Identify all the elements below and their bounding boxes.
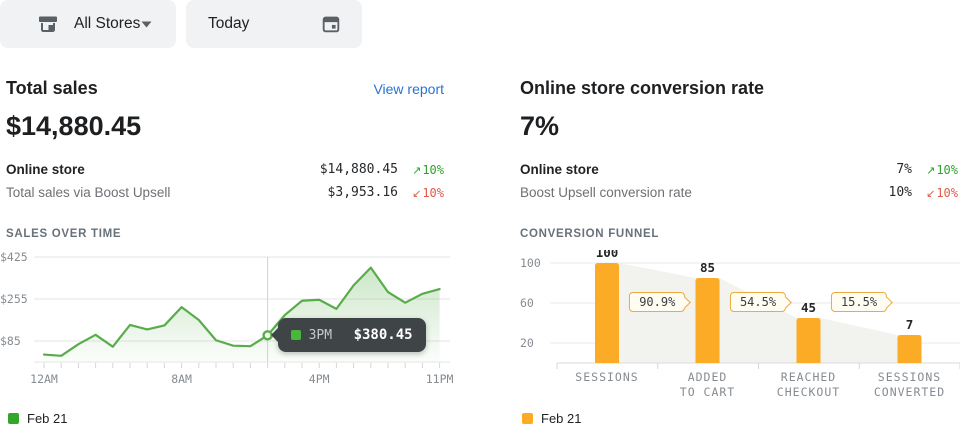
metric-delta: ↗10% — [926, 162, 958, 177]
legend-swatch-sales — [8, 413, 19, 424]
storefront-icon — [36, 12, 60, 36]
trend-down-icon: ↙ — [412, 186, 422, 200]
funnel-chart-svg: 100 60 20 100 85 45 7 SESSIONS ADDED TO CART REACH… — [520, 245, 960, 399]
conversion-funnel-chart[interactable]: 100 60 20 100 85 45 7 SESSIONS ADDED TO CART REACH… — [520, 245, 960, 410]
chart-tooltip: 3PM $380.45 — [270, 318, 426, 353]
date-selector-button[interactable]: Today — [186, 0, 362, 48]
tooltip-pointer — [270, 328, 278, 343]
tooltip-time: 3PM — [308, 327, 333, 343]
conversion-funnel-label: CONVERSION FUNNEL — [520, 228, 660, 240]
svg-text:20: 20 — [520, 336, 534, 350]
metric-value: $14,880.45 — [319, 162, 398, 177]
total-sales-title: Total sales — [6, 78, 98, 98]
metric-value: 7% — [896, 162, 912, 177]
svg-text:7: 7 — [906, 317, 914, 332]
metric-row-online-store-rate: Online store 7% ↗10% — [520, 158, 958, 181]
conversion-rate-title: Online store conversion rate — [520, 78, 765, 98]
metric-delta: ↙10% — [412, 185, 444, 200]
metric-value: 10% — [888, 185, 912, 200]
svg-text:4PM: 4PM — [309, 372, 330, 386]
store-selector-label: All Stores — [74, 15, 141, 32]
svg-text:$255: $255 — [0, 292, 28, 306]
metric-row-boost-upsell: Total sales via Boost Upsell $3,953.16 ↙… — [6, 181, 444, 204]
sales-over-time-label: SALES OVER TIME — [6, 228, 122, 240]
svg-text:100: 100 — [596, 250, 619, 260]
metric-row-online-store: Online store $14,880.45 ↗10% — [6, 158, 444, 181]
metric-delta: ↗10% — [412, 162, 444, 177]
total-sales-value: $14,880.45 — [6, 111, 142, 141]
legend-swatch-funnel — [522, 413, 533, 424]
svg-text:60: 60 — [520, 296, 534, 310]
sales-legend: Feb 21 — [8, 411, 67, 426]
conversion-rate-value: 7% — [520, 111, 560, 141]
conversion-rate-card: Online store conversion rate 7% Online s… — [520, 70, 958, 240]
store-selector-button[interactable]: All Stores — [0, 0, 176, 48]
svg-text:$85: $85 — [0, 334, 21, 348]
svg-text:12AM: 12AM — [30, 372, 58, 386]
funnel-legend: Feb 21 — [522, 411, 581, 426]
svg-text:$425: $425 — [0, 250, 28, 264]
svg-text:45: 45 — [801, 300, 816, 315]
metric-label: Boost Upsell conversion rate — [520, 185, 692, 200]
metric-delta: ↙10% — [926, 185, 958, 200]
series-color-swatch — [290, 330, 301, 341]
calendar-icon — [320, 13, 342, 35]
metric-value: $3,953.16 — [327, 185, 398, 200]
metric-label: Online store — [6, 162, 85, 177]
chevron-down-icon — [141, 21, 152, 28]
sales-line-chart[interactable]: $425 $255 $85 12AM 8AM 4PM 11PM 3PM $380.45 — [0, 250, 460, 410]
svg-text:100: 100 — [520, 256, 541, 270]
total-sales-card: Total sales View report $14,880.45 Onlin… — [6, 70, 444, 240]
svg-text:85: 85 — [700, 260, 715, 275]
metric-label: Total sales via Boost Upsell — [6, 185, 171, 200]
trend-up-icon: ↗ — [412, 163, 422, 177]
legend-label: Feb 21 — [541, 411, 582, 426]
metric-label: Online store — [520, 162, 599, 177]
svg-text:11PM: 11PM — [426, 372, 454, 386]
view-report-link[interactable]: View report — [373, 81, 444, 97]
legend-label: Feb 21 — [27, 411, 68, 426]
svg-text:8AM: 8AM — [171, 372, 192, 386]
trend-down-icon: ↙ — [926, 186, 936, 200]
date-selector-label: Today — [208, 15, 250, 32]
metric-row-boost-upsell-rate: Boost Upsell conversion rate 10% ↙10% — [520, 181, 958, 204]
tooltip-value: $380.45 — [353, 327, 413, 344]
trend-up-icon: ↗ — [926, 163, 936, 177]
svg-text:SESSIONS: SESSIONS — [575, 370, 638, 384]
